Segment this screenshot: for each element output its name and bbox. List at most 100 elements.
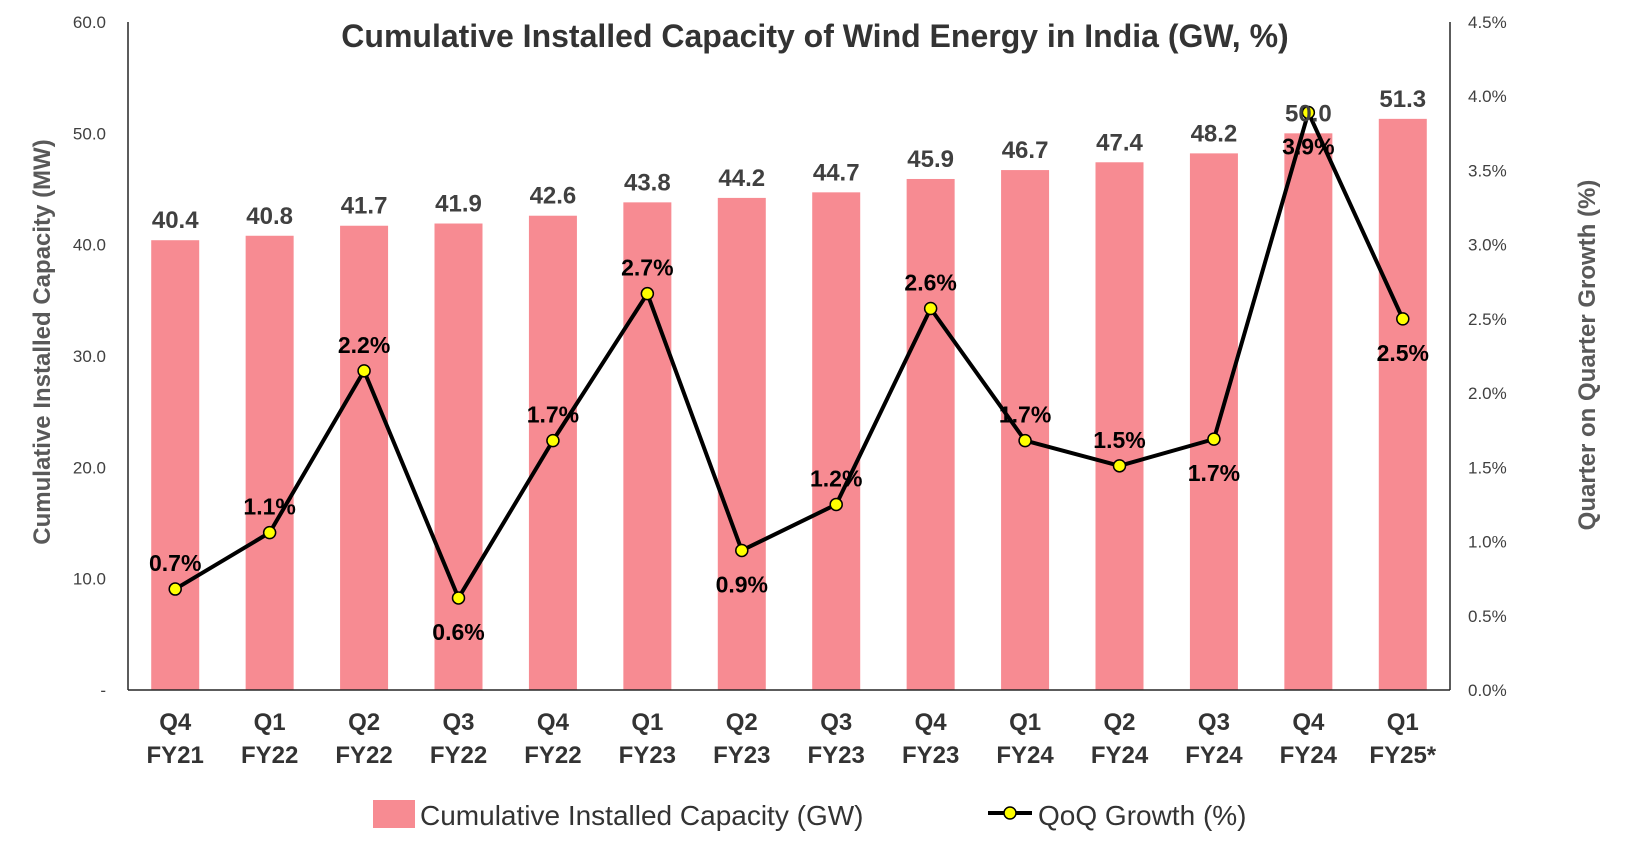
- x-tick-year: FY24: [1280, 742, 1338, 769]
- x-tick-label: Q3 FY23: [808, 709, 865, 769]
- x-tick-label: Q2 FY24: [1091, 709, 1149, 769]
- y2-tick-label: 4.0%: [1468, 87, 1507, 106]
- x-tick-label: Q2 FY23: [713, 709, 770, 769]
- capacity-data-label: 47.4: [1096, 129, 1143, 156]
- capacity-data-label: 50.0: [1285, 100, 1332, 127]
- growth-data-label: 1.1%: [243, 494, 295, 520]
- capacity-bar: [528, 215, 577, 690]
- capacity-data-label: 40.4: [152, 207, 199, 234]
- x-tick-label: Q4 FY21: [147, 709, 204, 769]
- x-tick-year: FY22: [430, 742, 487, 769]
- x-tick-year: FY25*: [1369, 742, 1436, 769]
- y2-tick-label: 1.0%: [1468, 533, 1507, 552]
- x-tick-year: FY24: [1091, 742, 1149, 769]
- growth-data-label: 1.7%: [527, 402, 579, 428]
- x-tick-year: FY23: [713, 742, 770, 769]
- x-tick-quarter: Q1: [1387, 709, 1419, 736]
- capacity-bar: [623, 202, 672, 691]
- capacity-bar: [434, 223, 483, 690]
- growth-line-group: [168, 105, 1410, 605]
- y2-axis-title: Quarter on Quarter Growth (%): [1574, 180, 1601, 531]
- capacity-bar: [151, 240, 200, 691]
- legend: Cumulative Installed Capacity (GW) QoQ G…: [373, 800, 1246, 831]
- growth-marker: [546, 433, 560, 448]
- capacity-data-label: 51.3: [1379, 86, 1426, 113]
- x-tick-quarter: Q4: [159, 709, 192, 736]
- capacity-bar: [1095, 162, 1144, 690]
- y2-tick-label: 2.0%: [1468, 384, 1507, 403]
- growth-data-label: 2.6%: [904, 269, 956, 295]
- growth-data-label: 0.7%: [149, 550, 201, 576]
- y2-tick-label: 4.5%: [1468, 13, 1507, 32]
- capacity-data-label: 43.8: [624, 169, 671, 196]
- x-tick-label: Q4 FY23: [902, 709, 959, 769]
- growth-marker: [451, 591, 466, 605]
- x-tick-label: Q1 FY23: [619, 709, 676, 769]
- y-tick-label: 20.0: [73, 458, 106, 477]
- y-axis-title: Cumulative Installed Capacity (MW): [29, 139, 56, 544]
- x-tick-quarter: Q1: [631, 709, 663, 736]
- capacity-data-label: 44.2: [718, 165, 765, 192]
- legend-swatch-capacity: [373, 800, 415, 828]
- ticks-group: - 10.0 20.0 30.0 40.0 50.0 60.0 0.0% 0.5% 1.0% 1.5…: [73, 13, 1507, 769]
- growth-marker: [1018, 433, 1032, 448]
- y-tick-label: 60.0: [73, 13, 106, 32]
- x-tick-quarter: Q3: [1198, 709, 1230, 736]
- growth-marker: [640, 286, 655, 301]
- y-tick-label: 40.0: [73, 236, 106, 255]
- y2-tick-label: 0.0%: [1468, 681, 1507, 700]
- y-tick-label: 10.0: [73, 570, 106, 589]
- capacity-bar: [812, 192, 861, 690]
- x-tick-quarter: Q4: [915, 709, 948, 736]
- x-tick-quarter: Q1: [254, 709, 286, 736]
- legend-swatch-growth-marker: [1003, 806, 1017, 820]
- growth-marker: [1207, 432, 1221, 446]
- x-tick-label: Q3 FY24: [1185, 709, 1243, 769]
- growth-line: [174, 110, 1405, 600]
- x-tick-quarter: Q3: [442, 709, 474, 736]
- growth-data-label: 2.2%: [338, 332, 390, 358]
- y2-tick-label: 0.5%: [1468, 607, 1507, 626]
- growth-data-label: 2.5%: [1377, 340, 1429, 366]
- axes-group: [127, 22, 1451, 691]
- capacity-bar: [1001, 170, 1050, 690]
- growth-marker: [923, 301, 938, 316]
- legend-label-growth: QoQ Growth (%): [1038, 800, 1246, 831]
- x-tick-year: FY22: [524, 742, 581, 769]
- capacity-data-label: 42.6: [530, 183, 577, 210]
- capacity-bar: [340, 225, 389, 691]
- y-tick-label: 30.0: [73, 347, 106, 366]
- growth-marker: [829, 497, 843, 512]
- growth-data-label: 3.9%: [1282, 134, 1334, 160]
- y2-tick-label: 1.5%: [1468, 458, 1507, 477]
- labels-group: 40.4 40.8 41.7 41.9 42.6 43.8 44.2 44.7 45.9 46.7…: [149, 86, 1429, 645]
- y2-tick-label: 2.5%: [1468, 310, 1507, 329]
- x-tick-year: FY21: [147, 742, 204, 769]
- chart-title: Cumulative Installed Capacity of Wind En…: [341, 18, 1288, 54]
- capacity-data-label: 40.8: [246, 203, 293, 230]
- y-tick-label: -: [100, 681, 106, 700]
- x-tick-year: FY22: [241, 742, 298, 769]
- growth-data-label: 1.7%: [1188, 460, 1240, 486]
- growth-marker: [262, 525, 277, 540]
- capacity-bar: [245, 235, 294, 690]
- x-tick-quarter: Q2: [348, 709, 380, 736]
- capacity-data-label: 48.2: [1191, 120, 1238, 147]
- capacity-data-label: 46.7: [1002, 137, 1049, 164]
- x-tick-label: Q1 FY25*: [1369, 709, 1436, 769]
- x-tick-label: Q1 FY24: [996, 709, 1054, 769]
- x-tick-year: FY22: [335, 742, 392, 769]
- y2-tick-label: 3.0%: [1468, 236, 1507, 255]
- x-tick-year: FY23: [619, 742, 676, 769]
- x-tick-label: Q2 FY22: [335, 709, 392, 769]
- capacity-data-label: 45.9: [907, 146, 954, 173]
- legend-label-capacity: Cumulative Installed Capacity (GW): [420, 800, 863, 831]
- capacity-data-label: 41.9: [435, 191, 482, 218]
- x-tick-quarter: Q1: [1009, 709, 1041, 736]
- capacity-bar: [906, 178, 955, 691]
- growth-data-label: 1.2%: [810, 465, 862, 491]
- growth-marker: [735, 543, 749, 558]
- capacity-bar: [1189, 153, 1238, 690]
